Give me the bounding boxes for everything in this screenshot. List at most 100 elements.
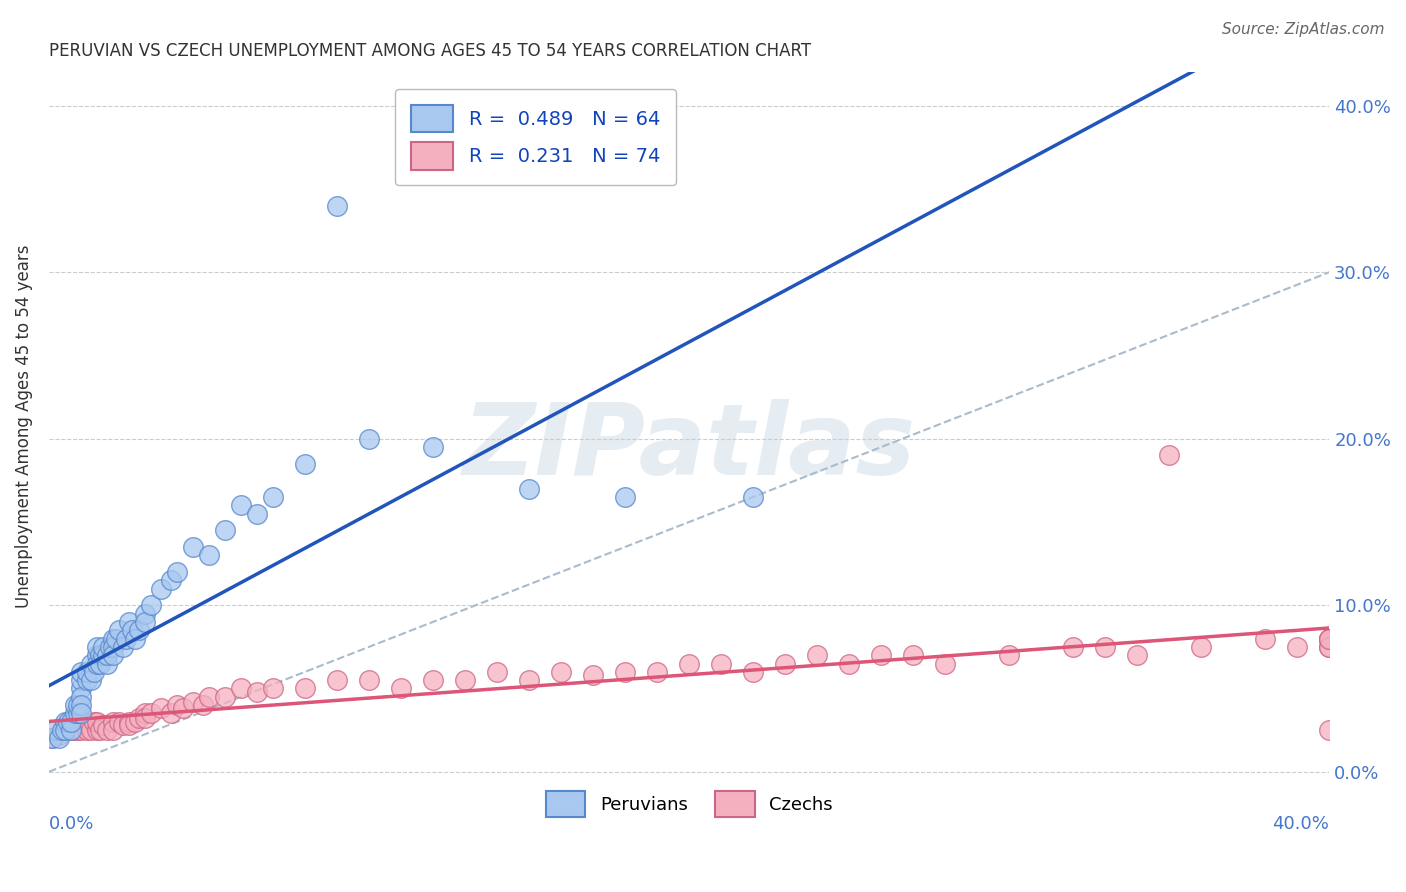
Point <box>70 723 93 738</box>
Point <box>96 657 118 671</box>
Point <box>614 490 637 504</box>
Point <box>108 714 131 729</box>
Point <box>246 685 269 699</box>
Point <box>101 648 124 663</box>
Point <box>118 714 141 729</box>
Point <box>141 599 163 613</box>
Point <box>1317 632 1340 646</box>
Point <box>1317 723 1340 738</box>
Point <box>48 728 70 742</box>
Point <box>1317 640 1340 654</box>
Point <box>134 706 156 721</box>
Point <box>108 624 131 638</box>
Point <box>214 524 236 538</box>
Point <box>44 723 66 738</box>
Point <box>70 690 93 704</box>
Point <box>89 648 111 663</box>
Point <box>486 665 509 679</box>
Point <box>166 565 188 579</box>
Point <box>294 681 316 696</box>
Point <box>1254 632 1277 646</box>
Point <box>806 648 828 663</box>
Point <box>870 648 893 663</box>
Point <box>86 648 108 663</box>
Point <box>1189 640 1212 654</box>
Point <box>79 723 101 738</box>
Point <box>998 648 1021 663</box>
Point <box>51 723 73 738</box>
Point <box>86 714 108 729</box>
Point <box>60 714 83 729</box>
Point <box>48 731 70 746</box>
Point <box>96 648 118 663</box>
Point <box>172 701 194 715</box>
Point <box>181 695 204 709</box>
Point <box>134 607 156 621</box>
Point <box>229 499 252 513</box>
Point <box>89 657 111 671</box>
Point <box>1062 640 1084 654</box>
Point <box>191 698 214 713</box>
Point <box>1286 640 1309 654</box>
Point <box>838 657 860 671</box>
Point <box>1317 640 1340 654</box>
Point <box>1317 632 1340 646</box>
Y-axis label: Unemployment Among Ages 45 to 54 years: Unemployment Among Ages 45 to 54 years <box>15 244 32 608</box>
Point <box>86 657 108 671</box>
Point <box>742 665 765 679</box>
Point <box>645 665 668 679</box>
Point <box>121 624 143 638</box>
Point <box>79 657 101 671</box>
Point <box>76 665 98 679</box>
Point <box>326 199 349 213</box>
Point <box>86 723 108 738</box>
Text: PERUVIAN VS CZECH UNEMPLOYMENT AMONG AGES 45 TO 54 YEARS CORRELATION CHART: PERUVIAN VS CZECH UNEMPLOYMENT AMONG AGE… <box>49 42 811 60</box>
Point <box>934 657 956 671</box>
Point <box>66 698 89 713</box>
Point <box>1317 632 1340 646</box>
Point <box>60 723 83 738</box>
Point <box>101 723 124 738</box>
Point <box>93 640 115 654</box>
Point <box>66 706 89 721</box>
Point <box>83 714 105 729</box>
Point <box>357 673 380 688</box>
Point <box>41 731 63 746</box>
Point <box>56 714 79 729</box>
Text: 40.0%: 40.0% <box>1272 815 1329 833</box>
Point <box>150 582 173 596</box>
Point <box>262 681 284 696</box>
Point <box>773 657 796 671</box>
Point <box>198 549 221 563</box>
Point <box>60 723 83 738</box>
Point <box>1159 449 1181 463</box>
Point <box>101 714 124 729</box>
Text: Source: ZipAtlas.com: Source: ZipAtlas.com <box>1222 22 1385 37</box>
Point <box>517 482 540 496</box>
Point <box>70 714 93 729</box>
Point <box>70 673 93 688</box>
Point <box>63 723 86 738</box>
Point <box>357 432 380 446</box>
Point <box>246 507 269 521</box>
Point <box>614 665 637 679</box>
Point <box>1126 648 1149 663</box>
Point <box>124 632 146 646</box>
Point <box>66 723 89 738</box>
Point <box>111 718 134 732</box>
Point <box>134 711 156 725</box>
Point <box>111 640 134 654</box>
Point <box>134 615 156 629</box>
Point <box>159 706 181 721</box>
Point <box>262 490 284 504</box>
Point <box>422 440 444 454</box>
Point <box>70 665 93 679</box>
Point <box>582 668 605 682</box>
Point <box>166 698 188 713</box>
Text: 0.0%: 0.0% <box>49 815 94 833</box>
Point <box>124 714 146 729</box>
Point <box>118 718 141 732</box>
Point <box>198 690 221 704</box>
Point <box>70 681 93 696</box>
Point <box>76 723 98 738</box>
